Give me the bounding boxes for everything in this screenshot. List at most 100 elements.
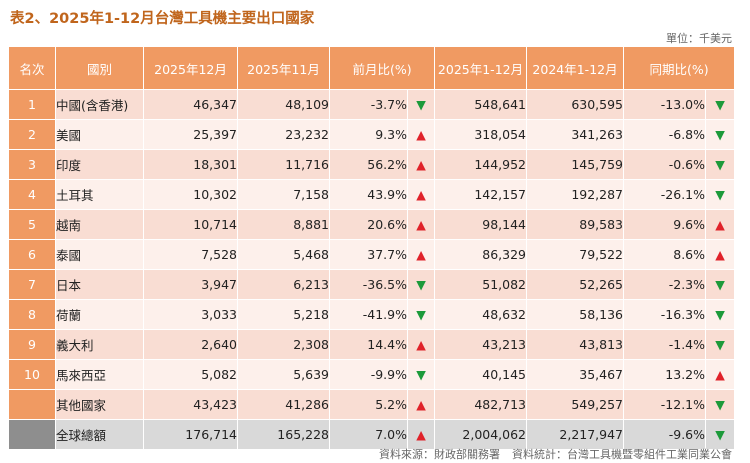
ytd-2025-cell: 142,157: [435, 180, 528, 210]
table-row: 其他國家 43,423 41,286 5.2% ▲ 482,713 549,257 -12.1…: [9, 390, 736, 420]
up-arrow-icon: ▲: [706, 240, 736, 270]
mom-cell: -9.9%: [330, 360, 408, 390]
up-arrow-icon: ▲: [408, 180, 436, 210]
country-cell: 越南: [56, 210, 144, 240]
down-arrow-icon: ▼: [706, 150, 736, 180]
ytd-2024-cell: 192,287: [527, 180, 625, 210]
yoy-cell: 13.2%: [624, 360, 707, 390]
up-arrow-icon: ▲: [408, 120, 436, 150]
header-ytd-2024: 2024年1-12月: [527, 47, 625, 90]
mom-cell: 5.2%: [330, 390, 408, 420]
rank-cell: 1: [9, 90, 56, 120]
nov-2025-cell: 2,308: [238, 330, 330, 360]
rank-cell: 9: [9, 330, 56, 360]
rank-cell: 7: [9, 270, 56, 300]
dec-2025-cell: 43,423: [144, 390, 238, 420]
nov-2025-cell: 7,158: [238, 180, 330, 210]
header-rank: 名次: [9, 47, 56, 90]
table-row: 9 義大利 2,640 2,308 14.4% ▲ 43,213 43,813 -1.4% ▼: [9, 330, 736, 360]
yoy-cell: 9.6%: [624, 210, 707, 240]
down-arrow-icon: ▼: [408, 270, 436, 300]
down-arrow-icon: ▼: [706, 90, 736, 120]
rank-cell: 6: [9, 240, 56, 270]
ytd-2025-cell: 98,144: [435, 210, 528, 240]
rank-cell: 10: [9, 360, 56, 390]
header-yoy: 同期比(%): [624, 47, 736, 90]
yoy-cell: -9.6%: [624, 420, 707, 450]
yoy-cell: -2.3%: [624, 270, 707, 300]
dec-2025-cell: 10,714: [144, 210, 238, 240]
nov-2025-cell: 5,639: [238, 360, 330, 390]
ytd-2025-cell: 318,054: [435, 120, 528, 150]
dec-2025-cell: 176,714: [144, 420, 238, 450]
mom-cell: 9.3%: [330, 120, 408, 150]
country-cell: 泰國: [56, 240, 144, 270]
yoy-cell: -1.4%: [624, 330, 707, 360]
ytd-2025-cell: 48,632: [435, 300, 528, 330]
ytd-2024-cell: 43,813: [527, 330, 625, 360]
rank-cell: [9, 420, 56, 450]
nov-2025-cell: 5,218: [238, 300, 330, 330]
ytd-2024-cell: 52,265: [527, 270, 625, 300]
rank-cell: 3: [9, 150, 56, 180]
country-cell: 其他國家: [56, 390, 144, 420]
country-cell: 印度: [56, 150, 144, 180]
rank-cell: 4: [9, 180, 56, 210]
rank-cell: 8: [9, 300, 56, 330]
yoy-cell: -13.0%: [624, 90, 707, 120]
table-row: 4 土耳其 10,302 7,158 43.9% ▲ 142,157 192,287 -26.1…: [9, 180, 736, 210]
mom-cell: 7.0%: [330, 420, 408, 450]
header-ytd-2025: 2025年1-12月: [435, 47, 528, 90]
ytd-2024-cell: 2,217,947: [527, 420, 625, 450]
down-arrow-icon: ▼: [706, 120, 736, 150]
table-title: 表2、2025年1-12月台灣工具機主要出口國家: [10, 11, 315, 27]
yoy-cell: -6.8%: [624, 120, 707, 150]
mom-cell: 43.9%: [330, 180, 408, 210]
mom-cell: 37.7%: [330, 240, 408, 270]
header-nov-2025: 2025年11月: [238, 47, 330, 90]
country-cell: 日本: [56, 270, 144, 300]
nov-2025-cell: 8,881: [238, 210, 330, 240]
total-row: 全球總額 176,714 165,228 7.0% ▲ 2,004,062 2,217,94…: [9, 420, 736, 450]
up-arrow-icon: ▲: [408, 390, 436, 420]
down-arrow-icon: ▼: [706, 270, 736, 300]
table-row: 6 泰國 7,528 5,468 37.7% ▲ 86,329 79,522 8.6% ▲: [9, 240, 736, 270]
down-arrow-icon: ▼: [706, 420, 736, 450]
down-arrow-icon: ▼: [408, 360, 436, 390]
up-arrow-icon: ▲: [408, 150, 436, 180]
ytd-2024-cell: 79,522: [527, 240, 625, 270]
table-row: 10 馬來西亞 5,082 5,639 -9.9% ▼ 40,145 35,467 13.2% ▲: [9, 360, 736, 390]
country-cell: 全球總額: [56, 420, 144, 450]
table-row: 8 荷蘭 3,033 5,218 -41.9% ▼ 48,632 58,136 -16.3% ▼: [9, 300, 736, 330]
ytd-2025-cell: 482,713: [435, 390, 528, 420]
dec-2025-cell: 2,640: [144, 330, 238, 360]
ytd-2024-cell: 89,583: [527, 210, 625, 240]
rank-cell: 2: [9, 120, 56, 150]
dec-2025-cell: 18,301: [144, 150, 238, 180]
down-arrow-icon: ▼: [706, 180, 736, 210]
mom-cell: -3.7%: [330, 90, 408, 120]
ytd-2025-cell: 144,952: [435, 150, 528, 180]
table-row: 2 美國 25,397 23,232 9.3% ▲ 318,054 341,263 -6.8% ▼: [9, 120, 736, 150]
up-arrow-icon: ▲: [408, 210, 436, 240]
ytd-2025-cell: 548,641: [435, 90, 528, 120]
ytd-2025-cell: 86,329: [435, 240, 528, 270]
ytd-2025-cell: 51,082: [435, 270, 528, 300]
source-secondary: 資料統計：台灣工具機暨零組件工業同業公會: [512, 448, 732, 461]
table-row: 5 越南 10,714 8,881 20.6% ▲ 98,144 89,583 9.6% ▲: [9, 210, 736, 240]
up-arrow-icon: ▲: [706, 360, 736, 390]
dec-2025-cell: 3,033: [144, 300, 238, 330]
down-arrow-icon: ▼: [408, 90, 436, 120]
yoy-cell: -16.3%: [624, 300, 707, 330]
ytd-2024-cell: 549,257: [527, 390, 625, 420]
up-arrow-icon: ▲: [408, 330, 436, 360]
source-note: 資料來源：財政部關務署 資料統計：台灣工具機暨零組件工業同業公會: [379, 446, 732, 462]
table-row: 3 印度 18,301 11,716 56.2% ▲ 144,952 145,759 -0.6%…: [9, 150, 736, 180]
ytd-2024-cell: 58,136: [527, 300, 625, 330]
dec-2025-cell: 46,347: [144, 90, 238, 120]
dec-2025-cell: 3,947: [144, 270, 238, 300]
country-cell: 荷蘭: [56, 300, 144, 330]
ytd-2025-cell: 40,145: [435, 360, 528, 390]
yoy-cell: -26.1%: [624, 180, 707, 210]
dec-2025-cell: 5,082: [144, 360, 238, 390]
